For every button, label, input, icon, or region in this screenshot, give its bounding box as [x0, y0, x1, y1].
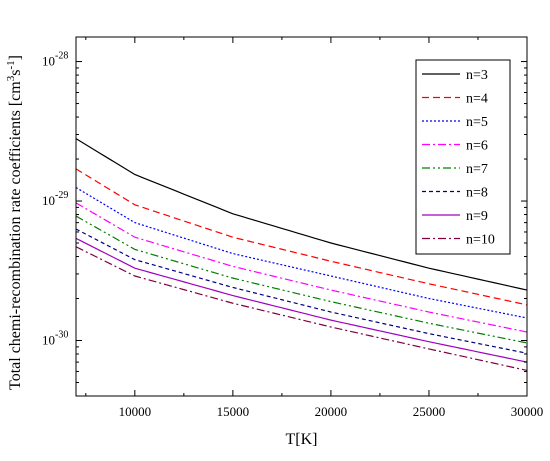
y-axis-title-s: s — [7, 70, 24, 76]
plot-area-frame — [75, 36, 528, 397]
y-axis-title-cube-exp: 3 — [5, 75, 17, 81]
series-line — [75, 186, 528, 319]
x-tick-labels: 10000 15000 20000 25000 30000 — [119, 404, 544, 419]
y-tick-exponent: -29 — [55, 190, 68, 201]
x-tick-label: 10000 — [119, 404, 152, 419]
x-tick-label: 30000 — [511, 404, 544, 419]
y-tick-exponent: -30 — [55, 329, 68, 340]
legend-label: n=8 — [466, 186, 488, 201]
y-tick-base: 10 — [42, 193, 55, 208]
series-group — [75, 138, 528, 372]
x-tick-label: 20000 — [315, 404, 348, 419]
series-line — [75, 138, 528, 291]
series-line — [75, 168, 528, 306]
y-axis-title-s-exp: -1 — [5, 60, 17, 69]
series-line — [75, 237, 528, 363]
legend-label: n=3 — [466, 68, 488, 83]
legend-label: n=9 — [466, 209, 488, 224]
y-axis-title: Total chemi-recombination rate coefficie… — [5, 55, 24, 390]
legend-label: n=5 — [466, 115, 488, 130]
axis-ticks — [76, 37, 528, 397]
y-tick-base: 10 — [42, 332, 55, 347]
x-tick-label: 25000 — [413, 404, 446, 419]
legend-label: n=6 — [466, 139, 488, 154]
legend-label: n=10 — [466, 233, 495, 248]
series-line — [75, 228, 528, 354]
legend-label: n=4 — [466, 92, 488, 107]
y-tick-label: 10-28 — [42, 51, 68, 69]
series-line — [75, 246, 528, 372]
y-tick-label: 10-30 — [42, 329, 68, 347]
x-axis-title: T[K] — [286, 431, 318, 448]
y-tick-base: 10 — [42, 54, 55, 69]
legend-box — [415, 59, 511, 255]
y-tick-exponent: -28 — [55, 51, 68, 62]
x-tick-label: 15000 — [217, 404, 250, 419]
y-axis-title-main: Total chemi-recombination rate coefficie… — [7, 81, 24, 390]
y-axis-title-close: ] — [7, 55, 24, 60]
legend: n=3 n=4 n=5 n=6 n=7 n=8 n=9 n=10 — [415, 59, 511, 255]
legend-label: n=7 — [466, 162, 488, 177]
y-tick-label: 10-29 — [42, 190, 68, 208]
series-line — [75, 202, 528, 333]
